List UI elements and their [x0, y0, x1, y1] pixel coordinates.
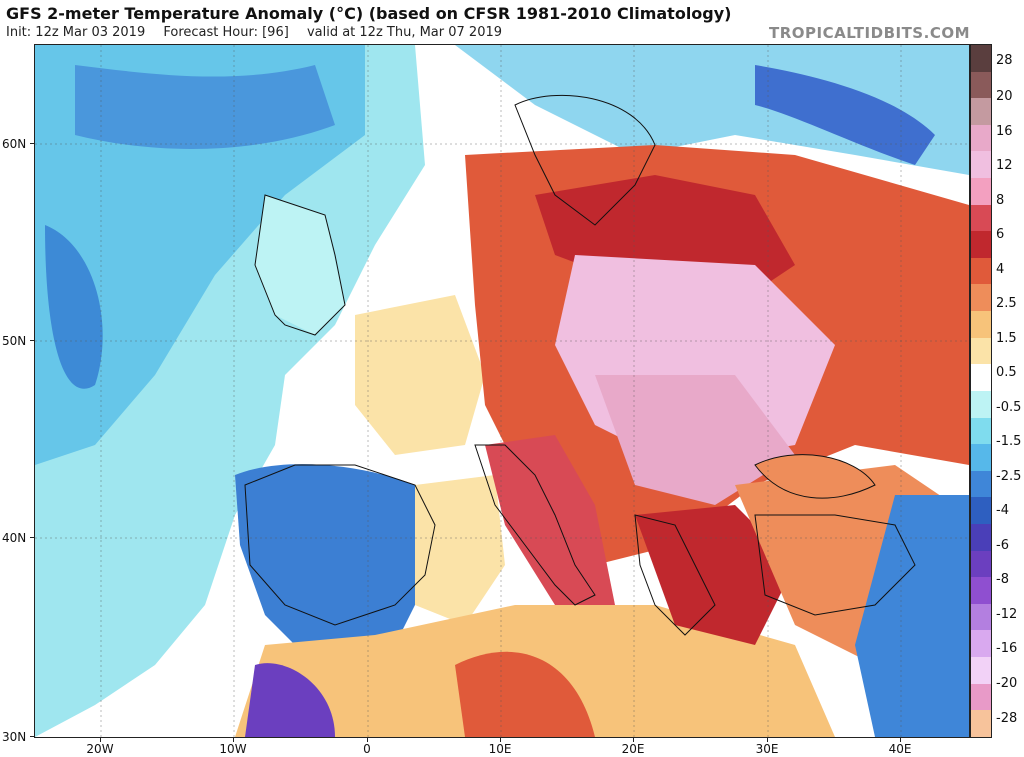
legend-label: 28 — [996, 53, 1013, 68]
color-legend — [970, 44, 992, 738]
legend-color-cell — [971, 284, 991, 312]
legend-color-cell — [971, 710, 991, 737]
lon-label-10w: 10W — [219, 742, 247, 756]
lon-label-10e: 10E — [488, 742, 512, 756]
map-canvas — [35, 45, 969, 737]
atlantic-cold-core — [45, 225, 103, 389]
legend-color-cell — [971, 231, 991, 258]
legend-color-cell — [971, 124, 991, 152]
legend-label: 0.5 — [996, 365, 1017, 380]
legend-label: 16 — [996, 124, 1013, 139]
lat-label-30n: 30N — [2, 730, 27, 744]
legend-color-cell — [971, 151, 991, 179]
legend-color-cell — [971, 497, 991, 524]
arctic-cold — [755, 65, 935, 165]
legend-color-cell — [971, 364, 991, 391]
legend-color-cell — [971, 657, 991, 684]
init-time: Init: 12z Mar 03 2019 — [6, 25, 146, 40]
legend-label: 4 — [996, 262, 1005, 277]
legend-label: 8 — [996, 193, 1005, 208]
legend-color-cell — [971, 390, 991, 418]
legend-color-cell — [971, 257, 991, 285]
legend-label: -1.5 — [996, 434, 1022, 449]
lat-tick — [30, 537, 34, 538]
middle-east-cold — [855, 495, 969, 737]
north-scandinavia — [455, 45, 969, 175]
lat-tick — [30, 340, 34, 341]
source-credit: TROPICALTIDBITS.COM — [769, 24, 970, 42]
greece-warm — [635, 505, 795, 645]
legend-color-cell — [971, 45, 991, 72]
lon-tick — [100, 738, 101, 742]
legend-color-cell — [971, 337, 991, 365]
lon-tick — [900, 738, 901, 742]
legend-label: -8 — [996, 572, 1009, 587]
black-sea — [755, 454, 875, 499]
legend-label: 1.5 — [996, 331, 1017, 346]
legend-color-cell — [971, 577, 991, 604]
legend-label: -12 — [996, 607, 1018, 622]
legend-color-cell — [971, 550, 991, 578]
legend-color-cell — [971, 603, 991, 631]
lon-label-0: 0 — [363, 742, 371, 756]
coastlines — [244, 94, 916, 636]
map-title: GFS 2-meter Temperature Anomaly (°C) (ba… — [6, 4, 732, 23]
lon-tick — [767, 738, 768, 742]
atlantic-cold — [35, 45, 365, 465]
iberia-cold — [235, 464, 435, 665]
lat-label-50n: 50N — [2, 334, 27, 348]
legend-label: -6 — [996, 538, 1009, 553]
legend-label: -0.5 — [996, 400, 1022, 415]
legend-label: -16 — [996, 641, 1018, 656]
legend-color-cell — [971, 523, 991, 551]
legend-color-cell — [971, 683, 991, 711]
italy-warm — [485, 435, 615, 605]
legend-color-cell — [971, 204, 991, 232]
anomaly-map — [34, 44, 970, 738]
france-neutral — [355, 295, 485, 455]
lat-label-60n: 60N — [2, 137, 27, 151]
legend-color-cell — [971, 71, 991, 99]
uk-region — [255, 195, 345, 335]
valid-time: valid at 12z Thu, Mar 07 2019 — [306, 25, 503, 40]
legend-label: -4 — [996, 503, 1009, 518]
legend-color-cell — [971, 444, 991, 471]
legend-label: -2.5 — [996, 469, 1022, 484]
lon-label-30e: 30E — [755, 742, 779, 756]
lat-tick — [30, 143, 34, 144]
lon-tick — [633, 738, 634, 742]
lat-label-40n: 40N — [2, 531, 27, 545]
legend-label: 6 — [996, 227, 1005, 242]
map-subtitle: Init: 12z Mar 03 2019 Forecast Hour: [96… — [6, 25, 706, 41]
lon-tick — [367, 738, 368, 742]
atlas-cold — [245, 663, 335, 737]
north-atlantic-cold — [75, 65, 335, 149]
lon-label-20e: 20E — [621, 742, 645, 756]
legend-color-cell — [971, 311, 991, 338]
graticule — [35, 45, 969, 737]
legend-color-cell — [971, 470, 991, 498]
west-med — [415, 475, 505, 625]
legend-label: -20 — [996, 676, 1018, 691]
legend-color-cell — [971, 178, 991, 205]
forecast-hour: Forecast Hour: [96] — [163, 25, 289, 40]
lon-label-40e: 40E — [888, 742, 912, 756]
legend-color-cell — [971, 630, 991, 658]
lon-tick — [233, 738, 234, 742]
lon-tick — [500, 738, 501, 742]
lon-label-20w: 20W — [86, 742, 114, 756]
legend-label: -28 — [996, 711, 1018, 726]
lat-tick — [30, 736, 34, 737]
libya-warm — [455, 651, 595, 737]
legend-color-cell — [971, 417, 991, 445]
legend-label: 20 — [996, 89, 1013, 104]
balkans-peak — [595, 375, 795, 505]
legend-color-cell — [971, 98, 991, 125]
legend-label: 2.5 — [996, 296, 1017, 311]
legend-label: 12 — [996, 158, 1013, 173]
